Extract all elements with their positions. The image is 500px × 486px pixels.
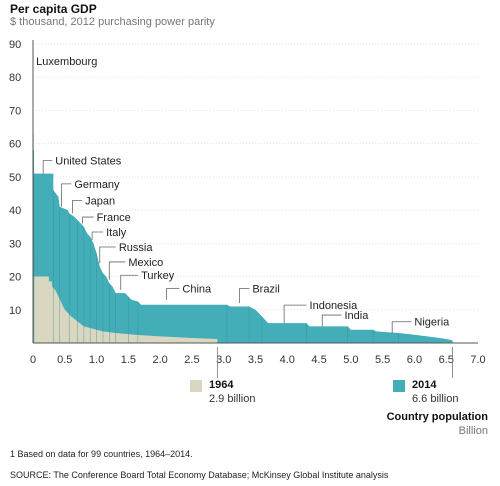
legend-value-2014: 6.6 billion xyxy=(412,393,459,405)
annotation-label-united-states: United States xyxy=(55,156,122,168)
annotation-label-russia: Russia xyxy=(119,242,154,254)
x-tick-label: 0 xyxy=(30,354,36,366)
x-tick-label: 1.0 xyxy=(89,354,104,366)
x-tick-label: 7.0 xyxy=(470,354,485,366)
annotation-leader-brazil xyxy=(239,288,250,304)
annotation-label-mexico: Mexico xyxy=(128,257,163,269)
gridlines xyxy=(33,43,478,311)
x-tick-label: 1.5 xyxy=(121,354,136,366)
legend-year-2014: 2014 xyxy=(412,379,437,391)
legend-value-1964: 2.9 billion xyxy=(209,393,256,405)
annotation-leader-france xyxy=(82,216,94,224)
annotation-leader-indonesia xyxy=(283,304,307,324)
y-tick-label: 10 xyxy=(9,305,21,317)
annotation-label-china: China xyxy=(182,284,212,296)
x-tick-label: 6.0 xyxy=(407,354,422,366)
annotation-leader-germany xyxy=(61,183,72,207)
annotation-label-indonesia: Indonesia xyxy=(310,300,359,312)
x-axis-unit: Billion xyxy=(458,425,488,437)
source-note: SOURCE: The Conference Board Total Econo… xyxy=(10,470,389,480)
annotation-label-brazil: Brazil xyxy=(252,284,280,296)
annotation-leader-russia xyxy=(99,246,116,264)
annotation-leader-nigeria xyxy=(391,321,412,334)
country-annotations: Luxembourg United States Germany Japan Franc… xyxy=(32,50,450,334)
annotation-label-luxembourg: Luxembourg xyxy=(36,56,97,68)
x-tick-label: 2.0 xyxy=(152,354,167,366)
annotation-leader-india xyxy=(321,314,342,327)
legend-swatch-2014 xyxy=(393,380,405,392)
annotation-label-turkey: Turkey xyxy=(141,270,175,282)
annotation-label-japan: Japan xyxy=(85,195,115,207)
gdp-population-chart: 10 20 30 40 50 60 70 80 90 0 0.5 1.0 1.5 2.0 2.5 3.0 3.5… xyxy=(9,39,486,378)
x-tick-label: 4.0 xyxy=(280,354,295,366)
y-tick-label: 50 xyxy=(9,172,21,184)
y-tick-label: 20 xyxy=(9,272,21,284)
y-tick-label: 60 xyxy=(9,139,21,151)
annotation-label-italy: Italy xyxy=(106,227,127,239)
legend-swatch-1964 xyxy=(190,380,202,392)
legend-year-1964: 1964 xyxy=(209,379,234,391)
x-tick-label: 6.5 xyxy=(439,354,454,366)
x-tick-label: 5.0 xyxy=(343,354,358,366)
x-tick-label: 2.5 xyxy=(184,354,199,366)
axes: 10 20 30 40 50 60 70 80 90 0 0.5 1.0 1.5 2.0 2.5 3.0 3.5… xyxy=(9,39,486,378)
footnote: 1 Based on data for 99 countries, 1964–2… xyxy=(10,449,193,459)
annotation-label-germany: Germany xyxy=(74,179,120,191)
x-tick-label: 5.5 xyxy=(375,354,390,366)
y-tick-label: 40 xyxy=(9,205,21,217)
chart-subtitle: $ thousand, 2012 purchasing power parity xyxy=(10,16,215,28)
x-tick-label: 3.0 xyxy=(216,354,231,366)
chart-title: Per capita GDP xyxy=(10,2,97,16)
area-1964 xyxy=(33,253,218,343)
y-tick-label: 70 xyxy=(9,105,21,117)
annotation-label-france: France xyxy=(97,212,131,224)
y-tick-label: 90 xyxy=(9,39,21,51)
annotation-label-india: India xyxy=(345,310,370,322)
x-tick-label: 4.5 xyxy=(311,354,326,366)
annotation-label-nigeria: Nigeria xyxy=(414,317,450,329)
annotation-leader-italy xyxy=(91,231,104,241)
annotation-leader-japan xyxy=(72,200,83,214)
y-tick-label: 30 xyxy=(9,238,21,250)
x-tick-label: 3.5 xyxy=(248,354,263,366)
annotation-leader-china xyxy=(166,288,180,300)
annotation-leader-turkey xyxy=(120,274,139,290)
x-axis-title: Country population xyxy=(386,411,488,423)
annotation-leader-united-states xyxy=(42,160,53,174)
x-tick-label: 0.5 xyxy=(57,354,72,366)
y-tick-label: 80 xyxy=(9,72,21,84)
area-2014 xyxy=(33,50,453,343)
series-areas xyxy=(32,50,453,343)
annotation-leader-mexico xyxy=(108,261,126,280)
